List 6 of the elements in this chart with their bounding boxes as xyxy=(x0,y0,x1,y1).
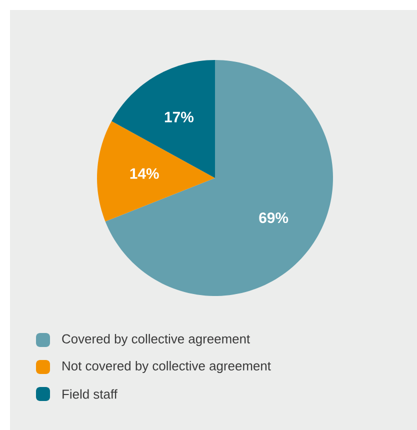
data-label: 14% xyxy=(130,168,159,179)
legend-label: Not covered by collective agreement xyxy=(62,360,271,374)
data-label: 69% xyxy=(259,212,288,224)
legend-label: Covered by collective agreement xyxy=(62,334,250,346)
legend-label: Field staff xyxy=(62,389,118,399)
data-label: 17% xyxy=(164,112,194,122)
